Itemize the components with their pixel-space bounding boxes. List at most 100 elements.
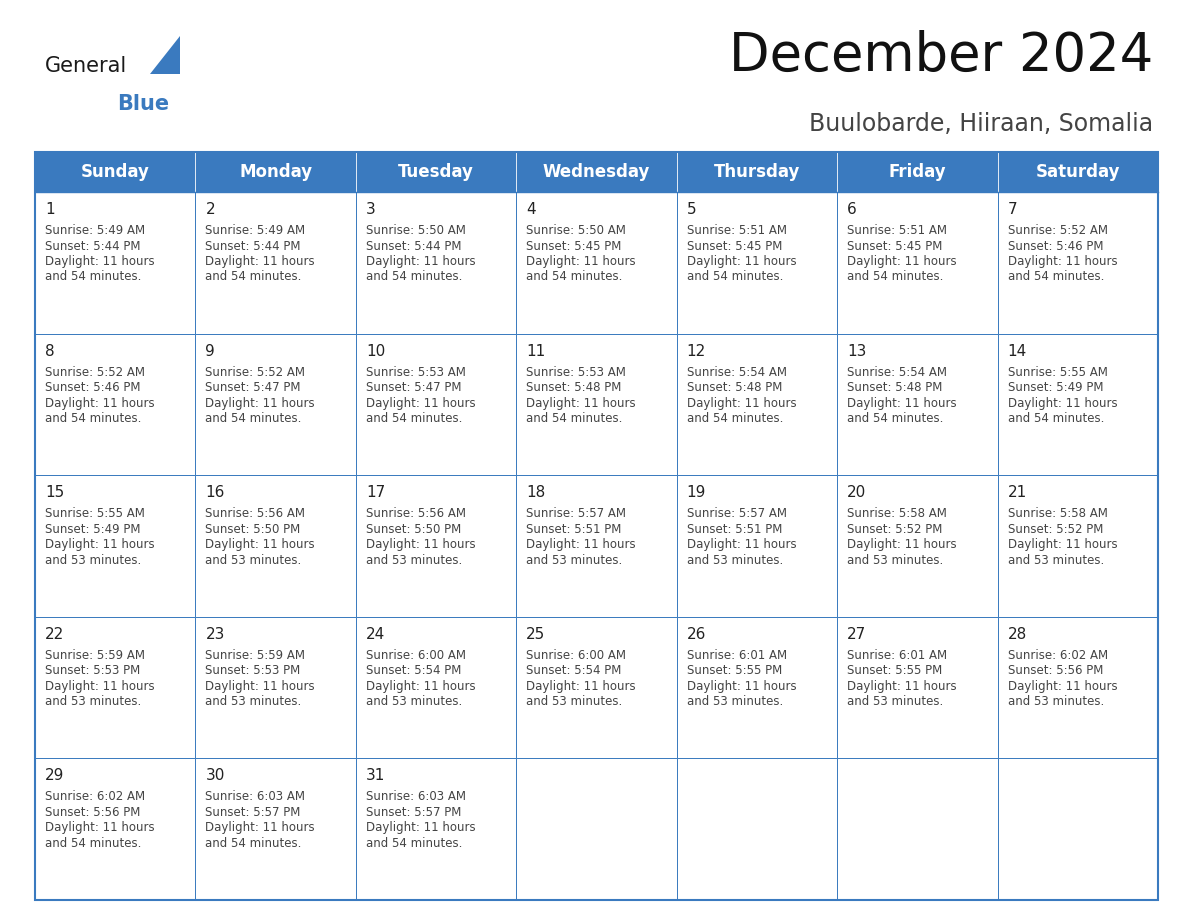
Text: Sunset: 5:48 PM: Sunset: 5:48 PM xyxy=(847,381,942,394)
Text: Sunset: 5:53 PM: Sunset: 5:53 PM xyxy=(45,665,140,677)
Text: Sunrise: 5:57 AM: Sunrise: 5:57 AM xyxy=(687,508,786,521)
Bar xyxy=(838,476,998,617)
Text: Sunset: 5:45 PM: Sunset: 5:45 PM xyxy=(847,240,942,252)
Text: Sunset: 5:55 PM: Sunset: 5:55 PM xyxy=(847,665,942,677)
Bar xyxy=(998,476,1158,617)
Text: Daylight: 11 hours: Daylight: 11 hours xyxy=(687,397,796,409)
Bar xyxy=(196,333,356,476)
Text: Sunrise: 5:51 AM: Sunrise: 5:51 AM xyxy=(687,224,786,237)
Text: Daylight: 11 hours: Daylight: 11 hours xyxy=(206,822,315,834)
Bar xyxy=(356,152,517,192)
Text: Daylight: 11 hours: Daylight: 11 hours xyxy=(526,538,636,551)
Text: 16: 16 xyxy=(206,486,225,500)
Bar xyxy=(517,192,677,333)
Text: Daylight: 11 hours: Daylight: 11 hours xyxy=(847,255,956,268)
Text: Wednesday: Wednesday xyxy=(543,163,650,181)
Text: Sunset: 5:49 PM: Sunset: 5:49 PM xyxy=(45,522,140,536)
Text: 5: 5 xyxy=(687,202,696,217)
Text: and 54 minutes.: and 54 minutes. xyxy=(1007,271,1104,284)
Text: Tuesday: Tuesday xyxy=(398,163,474,181)
Bar xyxy=(356,192,517,333)
Bar xyxy=(677,617,838,758)
Text: Sunrise: 5:50 AM: Sunrise: 5:50 AM xyxy=(526,224,626,237)
Text: Sunrise: 5:50 AM: Sunrise: 5:50 AM xyxy=(366,224,466,237)
Text: Sunset: 5:45 PM: Sunset: 5:45 PM xyxy=(526,240,621,252)
Text: Daylight: 11 hours: Daylight: 11 hours xyxy=(366,822,475,834)
Text: Sunrise: 5:54 AM: Sunrise: 5:54 AM xyxy=(847,365,947,378)
Bar xyxy=(34,758,196,900)
Text: Sunrise: 5:53 AM: Sunrise: 5:53 AM xyxy=(526,365,626,378)
Text: and 54 minutes.: and 54 minutes. xyxy=(526,271,623,284)
Text: 1: 1 xyxy=(45,202,55,217)
Bar xyxy=(196,476,356,617)
Text: 6: 6 xyxy=(847,202,857,217)
Text: Sunset: 5:49 PM: Sunset: 5:49 PM xyxy=(1007,381,1104,394)
Text: Sunrise: 5:55 AM: Sunrise: 5:55 AM xyxy=(45,508,145,521)
Text: 3: 3 xyxy=(366,202,375,217)
Text: Saturday: Saturday xyxy=(1036,163,1120,181)
Text: 29: 29 xyxy=(45,768,64,783)
Text: Sunrise: 5:57 AM: Sunrise: 5:57 AM xyxy=(526,508,626,521)
Bar xyxy=(838,333,998,476)
Text: Sunset: 5:51 PM: Sunset: 5:51 PM xyxy=(687,522,782,536)
Text: Sunrise: 6:02 AM: Sunrise: 6:02 AM xyxy=(1007,649,1107,662)
Bar xyxy=(34,152,1158,900)
Text: Daylight: 11 hours: Daylight: 11 hours xyxy=(526,397,636,409)
Bar xyxy=(517,476,677,617)
Bar xyxy=(677,192,838,333)
Polygon shape xyxy=(150,36,181,74)
Bar xyxy=(998,617,1158,758)
Text: Daylight: 11 hours: Daylight: 11 hours xyxy=(206,397,315,409)
Text: 22: 22 xyxy=(45,627,64,642)
Text: Sunrise: 5:52 AM: Sunrise: 5:52 AM xyxy=(1007,224,1107,237)
Bar xyxy=(356,476,517,617)
Text: Daylight: 11 hours: Daylight: 11 hours xyxy=(847,397,956,409)
Text: and 54 minutes.: and 54 minutes. xyxy=(847,412,943,425)
Text: Sunset: 5:44 PM: Sunset: 5:44 PM xyxy=(366,240,461,252)
Text: Sunset: 5:46 PM: Sunset: 5:46 PM xyxy=(45,381,140,394)
Text: Daylight: 11 hours: Daylight: 11 hours xyxy=(847,680,956,693)
Text: 10: 10 xyxy=(366,343,385,359)
Text: Sunrise: 5:54 AM: Sunrise: 5:54 AM xyxy=(687,365,786,378)
Text: Sunset: 5:44 PM: Sunset: 5:44 PM xyxy=(206,240,301,252)
Text: and 53 minutes.: and 53 minutes. xyxy=(45,554,141,566)
Text: and 54 minutes.: and 54 minutes. xyxy=(847,271,943,284)
Text: 21: 21 xyxy=(1007,486,1026,500)
Text: Sunset: 5:56 PM: Sunset: 5:56 PM xyxy=(1007,665,1102,677)
Text: Sunset: 5:56 PM: Sunset: 5:56 PM xyxy=(45,806,140,819)
Text: Sunset: 5:55 PM: Sunset: 5:55 PM xyxy=(687,665,782,677)
Text: and 54 minutes.: and 54 minutes. xyxy=(206,837,302,850)
Bar xyxy=(356,333,517,476)
Text: Daylight: 11 hours: Daylight: 11 hours xyxy=(366,538,475,551)
Text: Sunset: 5:50 PM: Sunset: 5:50 PM xyxy=(206,522,301,536)
Bar xyxy=(34,476,196,617)
Text: Sunset: 5:52 PM: Sunset: 5:52 PM xyxy=(847,522,942,536)
Text: and 54 minutes.: and 54 minutes. xyxy=(1007,412,1104,425)
Text: Daylight: 11 hours: Daylight: 11 hours xyxy=(1007,397,1117,409)
Text: and 53 minutes.: and 53 minutes. xyxy=(206,695,302,709)
Text: Sunrise: 5:55 AM: Sunrise: 5:55 AM xyxy=(1007,365,1107,378)
Text: and 54 minutes.: and 54 minutes. xyxy=(206,271,302,284)
Text: 31: 31 xyxy=(366,768,385,783)
Text: Daylight: 11 hours: Daylight: 11 hours xyxy=(366,680,475,693)
Text: 11: 11 xyxy=(526,343,545,359)
Text: Sunrise: 6:01 AM: Sunrise: 6:01 AM xyxy=(847,649,947,662)
Bar xyxy=(34,617,196,758)
Text: 23: 23 xyxy=(206,627,225,642)
Text: Buulobarde, Hiiraan, Somalia: Buulobarde, Hiiraan, Somalia xyxy=(809,112,1154,136)
Text: and 54 minutes.: and 54 minutes. xyxy=(687,412,783,425)
Text: Sunset: 5:57 PM: Sunset: 5:57 PM xyxy=(206,806,301,819)
Text: Sunset: 5:54 PM: Sunset: 5:54 PM xyxy=(366,665,461,677)
Text: 12: 12 xyxy=(687,343,706,359)
Text: Daylight: 11 hours: Daylight: 11 hours xyxy=(1007,538,1117,551)
Text: 15: 15 xyxy=(45,486,64,500)
Text: Sunday: Sunday xyxy=(81,163,150,181)
Text: Sunrise: 5:59 AM: Sunrise: 5:59 AM xyxy=(45,649,145,662)
Bar xyxy=(34,192,196,333)
Text: 25: 25 xyxy=(526,627,545,642)
Text: Thursday: Thursday xyxy=(714,163,800,181)
Bar xyxy=(998,152,1158,192)
Text: Sunrise: 5:58 AM: Sunrise: 5:58 AM xyxy=(847,508,947,521)
Text: Sunrise: 5:56 AM: Sunrise: 5:56 AM xyxy=(206,508,305,521)
Text: Daylight: 11 hours: Daylight: 11 hours xyxy=(1007,255,1117,268)
